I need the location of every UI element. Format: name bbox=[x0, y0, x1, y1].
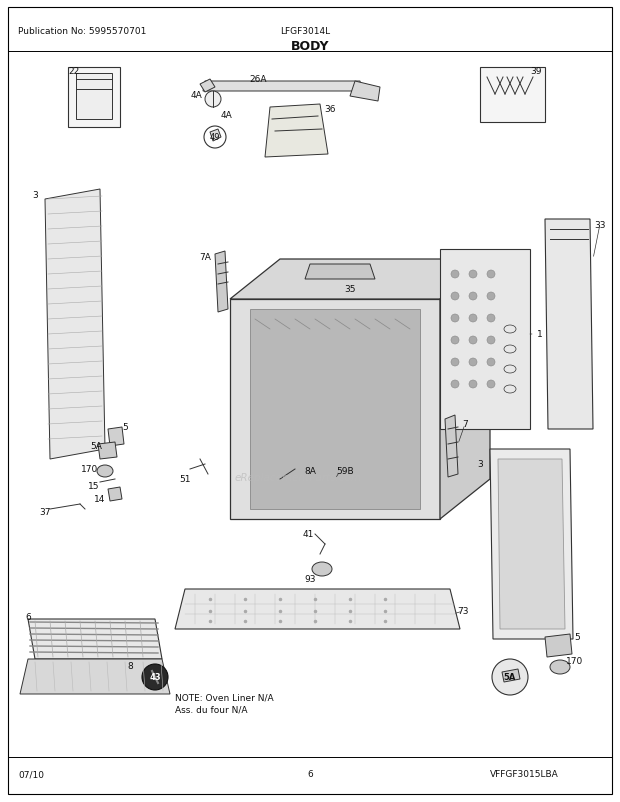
Text: 1: 1 bbox=[537, 330, 543, 339]
Text: 170: 170 bbox=[81, 465, 99, 474]
Ellipse shape bbox=[312, 562, 332, 577]
Text: Publication No: 5995570701: Publication No: 5995570701 bbox=[18, 27, 146, 36]
Polygon shape bbox=[200, 80, 215, 93]
Text: 170: 170 bbox=[567, 657, 583, 666]
Polygon shape bbox=[230, 300, 440, 520]
Text: 35: 35 bbox=[344, 286, 356, 294]
Polygon shape bbox=[215, 252, 228, 313]
Circle shape bbox=[487, 293, 495, 301]
Circle shape bbox=[205, 92, 221, 107]
Circle shape bbox=[451, 270, 459, 278]
Circle shape bbox=[142, 664, 168, 691]
Polygon shape bbox=[440, 249, 530, 429]
Circle shape bbox=[492, 659, 528, 695]
Text: 5: 5 bbox=[122, 423, 128, 432]
Text: 59B: 59B bbox=[336, 467, 354, 476]
Polygon shape bbox=[445, 415, 458, 477]
Text: 43: 43 bbox=[149, 673, 161, 682]
Text: VFFGF3015LBA: VFFGF3015LBA bbox=[490, 770, 559, 779]
Text: 4A: 4A bbox=[220, 111, 232, 119]
Text: 3: 3 bbox=[477, 460, 483, 469]
Ellipse shape bbox=[97, 465, 113, 477]
Text: 3: 3 bbox=[32, 190, 38, 199]
Text: 8A: 8A bbox=[304, 467, 316, 476]
Polygon shape bbox=[545, 634, 572, 657]
Circle shape bbox=[487, 337, 495, 345]
Bar bbox=[480, 68, 545, 123]
Text: 6: 6 bbox=[25, 613, 31, 622]
Polygon shape bbox=[230, 260, 490, 300]
Text: Ass. du four N/A: Ass. du four N/A bbox=[175, 705, 247, 714]
Text: 15: 15 bbox=[88, 482, 100, 491]
Circle shape bbox=[451, 293, 459, 301]
Text: LFGF3014L: LFGF3014L bbox=[280, 27, 330, 36]
Text: 5A: 5A bbox=[90, 442, 102, 451]
Polygon shape bbox=[28, 619, 162, 659]
Text: 5A: 5A bbox=[504, 673, 516, 682]
Polygon shape bbox=[305, 265, 375, 280]
Circle shape bbox=[487, 270, 495, 278]
Text: 14: 14 bbox=[94, 495, 105, 504]
Circle shape bbox=[487, 314, 495, 322]
Circle shape bbox=[451, 337, 459, 345]
Polygon shape bbox=[490, 449, 573, 639]
Polygon shape bbox=[498, 460, 565, 630]
Text: 5: 5 bbox=[574, 633, 580, 642]
Text: 8: 8 bbox=[127, 662, 133, 670]
Circle shape bbox=[469, 293, 477, 301]
Circle shape bbox=[487, 358, 495, 367]
Text: NOTE: Oven Liner N/A: NOTE: Oven Liner N/A bbox=[175, 693, 273, 702]
Polygon shape bbox=[502, 669, 520, 683]
Circle shape bbox=[469, 314, 477, 322]
Text: 4A: 4A bbox=[190, 91, 202, 100]
Polygon shape bbox=[545, 220, 593, 429]
Text: 36: 36 bbox=[324, 105, 336, 115]
Text: 07/10: 07/10 bbox=[18, 770, 44, 779]
Polygon shape bbox=[76, 74, 112, 119]
Circle shape bbox=[469, 337, 477, 345]
Bar bbox=[68, 68, 120, 128]
Text: 41: 41 bbox=[303, 530, 314, 539]
Polygon shape bbox=[175, 589, 460, 630]
Text: eReplacementParts.com: eReplacementParts.com bbox=[235, 472, 362, 482]
Polygon shape bbox=[108, 488, 122, 501]
Text: 93: 93 bbox=[304, 575, 316, 584]
Circle shape bbox=[451, 380, 459, 388]
Polygon shape bbox=[265, 105, 328, 158]
Polygon shape bbox=[108, 427, 124, 447]
Text: 33: 33 bbox=[594, 221, 606, 229]
Text: BODY: BODY bbox=[291, 40, 329, 54]
Text: 7A: 7A bbox=[199, 253, 211, 262]
Polygon shape bbox=[45, 190, 105, 460]
Circle shape bbox=[487, 380, 495, 388]
Polygon shape bbox=[210, 130, 221, 142]
Text: 6: 6 bbox=[307, 770, 313, 779]
Polygon shape bbox=[203, 82, 362, 92]
Polygon shape bbox=[20, 659, 170, 695]
Text: 22: 22 bbox=[68, 67, 79, 76]
Circle shape bbox=[469, 380, 477, 388]
Circle shape bbox=[469, 270, 477, 278]
Circle shape bbox=[451, 314, 459, 322]
Polygon shape bbox=[98, 443, 117, 460]
Polygon shape bbox=[440, 260, 490, 520]
Circle shape bbox=[469, 358, 477, 367]
Text: 49: 49 bbox=[210, 133, 220, 142]
Circle shape bbox=[451, 358, 459, 367]
Text: 51: 51 bbox=[179, 475, 191, 484]
Ellipse shape bbox=[550, 660, 570, 674]
Text: 73: 73 bbox=[457, 607, 469, 616]
Polygon shape bbox=[350, 82, 380, 102]
Text: 7: 7 bbox=[462, 420, 468, 429]
Circle shape bbox=[204, 127, 226, 149]
Text: 39: 39 bbox=[530, 67, 542, 76]
Polygon shape bbox=[250, 310, 420, 509]
Text: 37: 37 bbox=[39, 508, 51, 516]
Text: 26A: 26A bbox=[249, 75, 267, 83]
